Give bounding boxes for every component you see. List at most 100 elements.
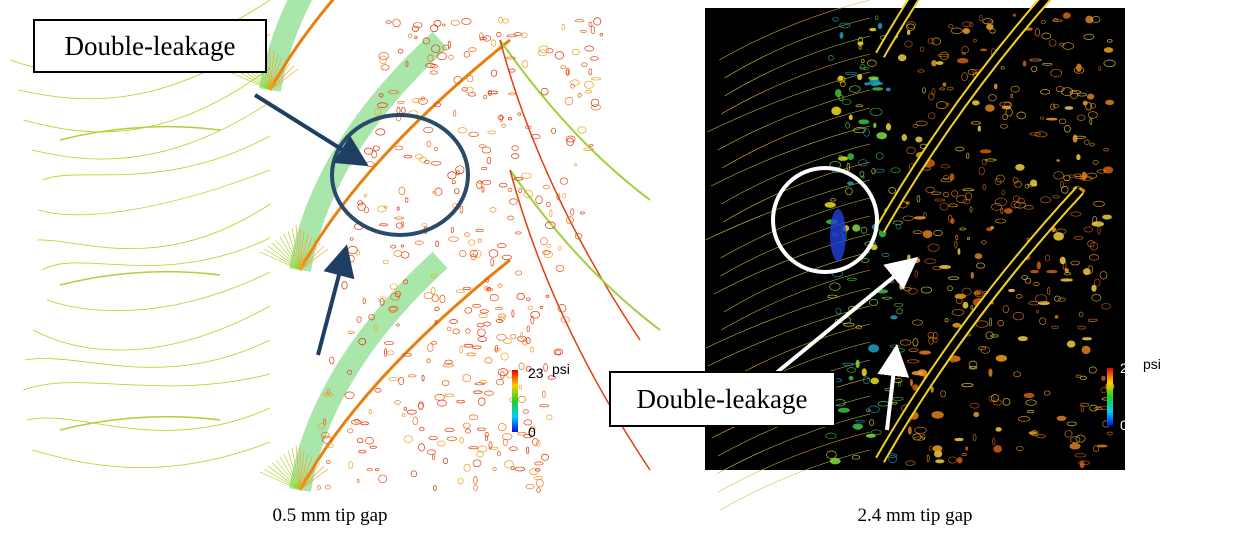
contour-blob	[1077, 155, 1081, 160]
contour-blob	[465, 233, 470, 237]
contour-blob	[547, 244, 551, 247]
contour-blob	[877, 132, 887, 138]
contour-blob	[1054, 232, 1064, 240]
contour-blob	[445, 428, 454, 432]
contour-blob	[493, 467, 497, 470]
blade	[500, 40, 650, 200]
contour-blob	[477, 428, 485, 431]
contour-blob	[840, 32, 843, 38]
contour-blob	[412, 26, 418, 32]
contour-blob	[519, 188, 522, 192]
contour-blob	[996, 355, 1007, 361]
contour-blob	[390, 284, 397, 289]
contour-blob	[918, 370, 927, 376]
contour-blob	[381, 65, 389, 70]
contour-blob	[489, 442, 492, 449]
contour-blob	[572, 49, 579, 55]
contour-blob	[838, 408, 849, 412]
contour-blob	[891, 316, 898, 320]
contour-blob	[473, 476, 477, 484]
contour-blob	[591, 105, 600, 110]
contour-blob	[1082, 172, 1087, 180]
contour-blob	[578, 127, 586, 134]
contour-blob	[401, 252, 409, 259]
contour-blob	[858, 74, 862, 80]
contour-blob	[526, 447, 528, 454]
contour-blob	[933, 446, 942, 452]
contour-blob	[465, 429, 470, 433]
contour-blob	[364, 207, 368, 213]
contour-blob	[436, 241, 439, 247]
contour-blob	[442, 380, 449, 385]
contour-blob	[456, 290, 465, 293]
contour-blob	[435, 147, 438, 150]
contour-blob	[449, 237, 459, 242]
contour-blob	[510, 199, 518, 205]
contour-blob	[454, 189, 459, 194]
contour-blob	[469, 240, 475, 246]
contour-blob	[957, 457, 962, 463]
contour-blob	[467, 75, 473, 82]
contour-blob	[418, 403, 423, 410]
colorbar-max: 23	[528, 365, 544, 381]
contour-blob	[508, 216, 514, 220]
figure: Double-leakage 23 psi 0 Double-leakage 2…	[0, 0, 1235, 557]
contour-blob	[452, 181, 455, 184]
contour-blob	[397, 324, 400, 327]
contour-blob	[348, 255, 354, 262]
contour-blob	[380, 56, 387, 64]
contour-blob	[491, 259, 494, 267]
contour-blob	[484, 95, 487, 99]
contour-blob	[376, 129, 385, 135]
contour-blob	[345, 392, 354, 399]
contour-blob	[1073, 135, 1077, 142]
contour-blob	[371, 151, 376, 158]
contour-blob	[531, 347, 534, 352]
contour-blob	[943, 83, 946, 87]
contour-blob	[536, 196, 543, 204]
contour-blob	[491, 70, 497, 76]
contour-blob	[902, 134, 907, 140]
contour-blob	[502, 255, 512, 259]
contour-blob	[485, 436, 487, 441]
contour-blob	[552, 128, 556, 133]
contour-blob	[411, 471, 417, 477]
arrow	[318, 252, 345, 355]
contour-blob	[932, 411, 944, 418]
contour-blob	[910, 380, 912, 386]
contour-blob	[424, 127, 433, 133]
contour-blob	[511, 154, 519, 159]
contour-blob	[434, 20, 441, 26]
contour-blob	[1065, 107, 1073, 110]
contour-blob	[422, 224, 427, 227]
contour-blob	[556, 265, 564, 271]
contour-blob	[578, 93, 581, 97]
contour-blob	[1104, 48, 1113, 53]
contour-blob	[847, 182, 853, 185]
contour-blob	[342, 282, 347, 289]
contour-blob	[432, 455, 435, 460]
contour-blob	[477, 323, 484, 327]
contour-line	[33, 306, 270, 350]
contour-blob	[415, 36, 418, 39]
contour-blob	[433, 486, 436, 491]
contour-blob	[508, 188, 512, 191]
contour-blob	[359, 450, 366, 453]
contour-blob	[384, 341, 393, 344]
contour-blob	[488, 91, 498, 94]
contour-blob	[517, 293, 525, 299]
contour-blob	[429, 436, 437, 439]
contour-blob	[349, 331, 355, 334]
contour-blob	[464, 344, 473, 347]
contour-blob	[469, 415, 478, 420]
contour-blob	[460, 437, 464, 443]
contour-blob	[427, 141, 431, 147]
contour-blob	[363, 298, 365, 304]
contour-blob	[431, 25, 438, 32]
contour-line	[37, 204, 270, 249]
contour-blob	[407, 410, 416, 414]
colorbar-unit: psi	[1143, 356, 1161, 372]
contour-blob	[561, 66, 566, 69]
contour-blob	[565, 97, 573, 104]
contour-blob	[413, 23, 422, 28]
